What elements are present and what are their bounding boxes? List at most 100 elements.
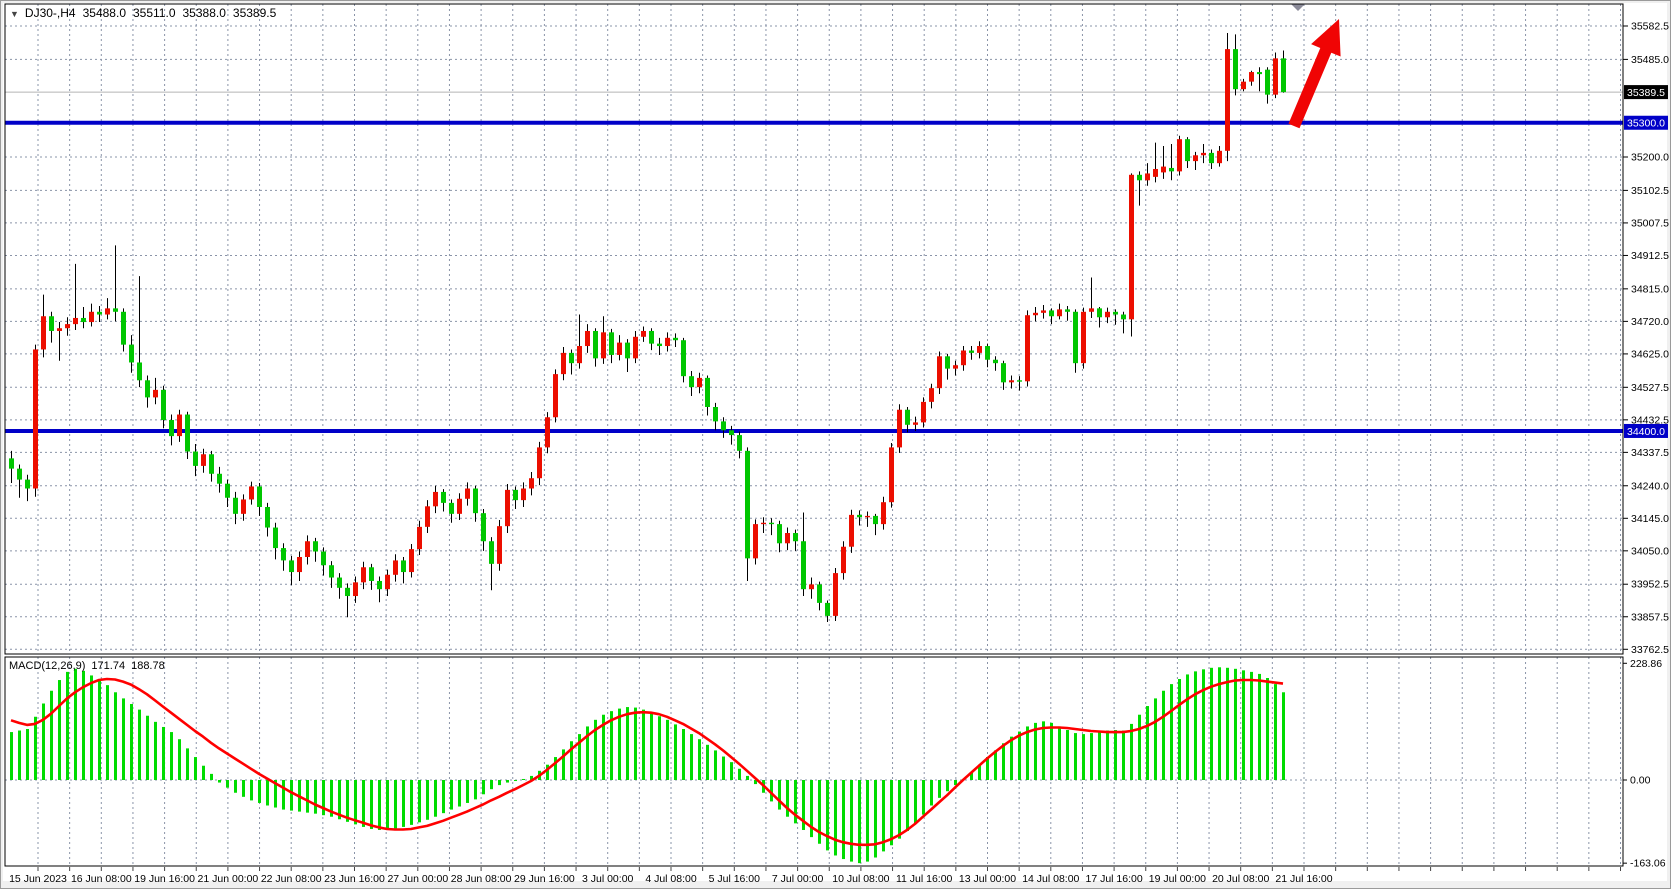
candle-bullish	[1081, 311, 1086, 364]
macd-bar	[1138, 714, 1141, 780]
trend-arrow-annotation[interactable]	[1288, 19, 1341, 129]
macd-bar	[906, 780, 909, 831]
macd-bar	[1202, 669, 1205, 780]
candle-bearish	[705, 377, 710, 407]
ohlc-high: 35511.0	[133, 6, 176, 20]
candle-bullish	[65, 324, 70, 329]
macd-bar	[282, 780, 285, 810]
time-tick-label: 19 Jun 16:00	[134, 873, 195, 885]
candle-bullish	[1201, 152, 1206, 156]
candle-bearish	[225, 483, 230, 498]
macd-bar	[738, 768, 741, 780]
candle-bullish	[929, 388, 934, 402]
macd-bar	[466, 780, 469, 803]
macd-bar	[930, 780, 933, 806]
macd-indicator-label: MACD(12,26,9) 171.74 188.78	[9, 660, 171, 672]
time-tick-label: 4 Jul 08:00	[645, 873, 697, 885]
chart-dropdown-icon[interactable]: ▼	[10, 9, 19, 19]
macd-bar	[226, 780, 229, 788]
candle-bullish	[505, 489, 510, 527]
price-tick-label: 33762.5	[1631, 644, 1669, 656]
price-tick-label: 34815.0	[1631, 283, 1669, 295]
macd-bar	[106, 685, 109, 780]
candle-bullish	[297, 556, 302, 573]
macd-bar	[674, 724, 677, 780]
chart-shift-marker-icon[interactable]	[1291, 4, 1305, 11]
main-chart-panel[interactable]	[4, 3, 1624, 655]
candle-bearish	[1113, 311, 1118, 315]
macd-bar	[58, 680, 61, 780]
price-tick-label: 34432.5	[1631, 414, 1669, 426]
hline-price-label: 35300.0	[1627, 118, 1665, 130]
macd-bar	[418, 780, 421, 823]
macd-bar	[10, 732, 13, 780]
candle-bearish	[1097, 308, 1102, 318]
macd-bar	[178, 739, 181, 780]
macd-bar	[850, 780, 853, 862]
macd-panel[interactable]	[4, 656, 1624, 867]
macd-bar	[490, 780, 493, 790]
current-price-label: 35389.5	[1627, 87, 1665, 99]
macd-bar	[42, 703, 45, 780]
macd-bar	[610, 711, 613, 780]
macd-bar	[26, 729, 29, 780]
symbol-period-label: DJ30-,H4	[24, 6, 76, 20]
macd-bar	[1258, 673, 1261, 780]
macd-signal-line	[10, 677, 1284, 847]
macd-bar	[730, 762, 733, 780]
macd-bar	[722, 756, 725, 780]
candle-bearish	[49, 316, 54, 331]
candle-bullish	[1033, 312, 1038, 316]
candle-bullish	[1249, 72, 1254, 82]
candle-bearish	[625, 342, 630, 359]
candle-bearish	[569, 352, 574, 364]
macd-bar	[218, 780, 221, 783]
candle-bullish	[1153, 168, 1158, 177]
macd-bar	[578, 734, 581, 780]
macd-bar	[410, 780, 413, 825]
time-tick-label: 23 Jun 16:00	[324, 873, 385, 885]
candle-bearish	[481, 513, 486, 542]
candle-bullish	[641, 330, 646, 337]
macd-bar	[1146, 706, 1149, 780]
candle-bullish	[465, 488, 470, 499]
macd-bar	[1154, 698, 1157, 780]
candle-bearish	[1049, 310, 1054, 317]
candle-bearish	[1257, 72, 1262, 75]
candle-bullish	[833, 573, 838, 616]
macd-signal-value: 188.78	[131, 660, 165, 672]
candle-bullish	[105, 308, 110, 315]
macd-main-value: 171.74	[91, 660, 126, 672]
macd-bar	[170, 732, 173, 780]
macd-bar	[338, 780, 341, 820]
macd-bar	[450, 780, 453, 810]
candle-bullish	[1177, 139, 1182, 172]
candle-bearish	[329, 565, 334, 578]
candle-bullish	[633, 336, 638, 359]
macd-bar	[554, 757, 557, 780]
candle-bullish	[1145, 173, 1150, 181]
macd-bar	[98, 680, 101, 780]
candle-bullish	[753, 524, 758, 559]
candle-bullish	[1241, 81, 1246, 90]
macd-bar	[506, 780, 509, 783]
macd-bar	[306, 780, 309, 813]
macd-bar	[946, 780, 949, 792]
macd-bar	[746, 775, 749, 780]
macd-bar	[1034, 722, 1037, 780]
macd-bar	[370, 780, 373, 829]
macd-bar	[1170, 684, 1173, 780]
candle-bearish	[777, 524, 782, 544]
macd-bar	[922, 780, 925, 815]
macd-bar	[250, 780, 253, 801]
candle-bullish	[1041, 310, 1046, 313]
macd-bar	[530, 775, 533, 780]
price-tick-label: 35485.0	[1631, 54, 1669, 66]
time-tick-label: 27 Jun 00:00	[387, 873, 448, 885]
macd-bar	[1234, 668, 1237, 780]
candle-bullish	[1057, 309, 1062, 317]
candle-bullish	[1009, 380, 1014, 383]
macd-bar	[650, 712, 653, 780]
candle-bearish	[945, 356, 950, 369]
